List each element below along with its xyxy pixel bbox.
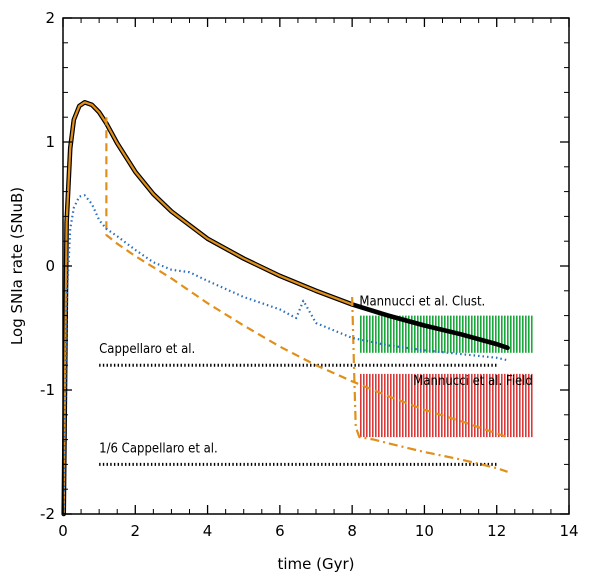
y-tick-label: 2 — [45, 9, 55, 27]
x-tick-label: 12 — [487, 522, 506, 540]
series-line-1 — [62, 101, 354, 516]
annotation-1: Mannucci et al. Field — [413, 374, 533, 389]
series-line-3 — [351, 296, 508, 473]
annotation-2: Cappellaro et al. — [99, 342, 195, 357]
x-axis-title: time (Gyr) — [277, 555, 354, 573]
annotation-3: 1/6 Cappellaro et al. — [99, 441, 218, 456]
labels-layer: time (Gyr) Log SNIa rate (SNuB) Mannucci e… — [8, 187, 533, 573]
y-tick-label: -1 — [40, 381, 55, 399]
x-tick-label: 6 — [275, 522, 285, 540]
x-tick-label: 0 — [58, 522, 68, 540]
x-tick-label: 8 — [347, 522, 357, 540]
y-tick-label: 0 — [45, 257, 55, 275]
x-tick-label: 4 — [203, 522, 213, 540]
band-1 — [359, 373, 533, 438]
bands-layer — [359, 315, 533, 438]
series-line-2 — [105, 117, 508, 439]
x-tick-label: 14 — [559, 522, 578, 540]
annotation-0: Mannucci et al. Clust. — [359, 295, 485, 310]
x-tick-label: 10 — [415, 522, 434, 540]
series-layer — [61, 100, 510, 517]
y-axis-title: Log SNIa rate (SNuB) — [8, 187, 26, 345]
series-line-4 — [62, 194, 508, 515]
y-tick-label: -2 — [40, 505, 55, 523]
plot-frame — [62, 17, 570, 515]
y-tick-label: 1 — [45, 133, 55, 151]
x-tick-label: 2 — [131, 522, 141, 540]
